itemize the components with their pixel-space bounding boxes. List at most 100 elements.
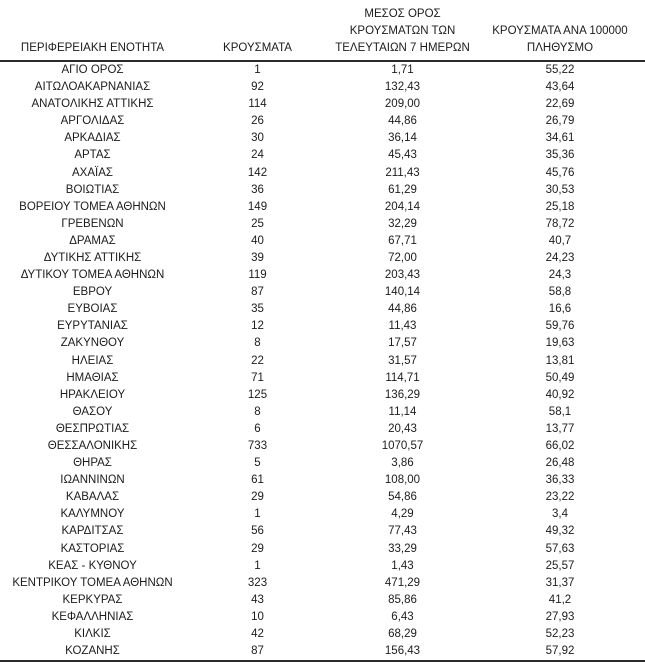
cases-cell: 10 — [251, 610, 264, 623]
region-cell: ΑΧΑΪΑΣ — [72, 166, 113, 179]
table-row: ΑΓΙΟ ΟΡΟΣ 1 1,71 55,22 — [0, 61, 645, 79]
cases-cell: 29 — [251, 491, 264, 504]
cases-cell: 1 — [254, 559, 261, 572]
table-row: ΘΕΣΣΑΛΟΝΙΚΗΣ 733 1070,57 66,02 — [0, 438, 645, 455]
cases-cell: 87 — [185, 643, 330, 663]
region-cell: ΔΥΤΙΚΗΣ ΑΤΤΙΚΗΣ — [43, 251, 142, 264]
cases-cell: 5 — [254, 457, 261, 470]
cases-cell: 61 — [251, 474, 264, 487]
table-row: ΚΑΒΑΛΑΣ 29 54,86 23,22 — [0, 489, 645, 506]
per-100k-cell: 13,81 — [545, 354, 575, 367]
table-row: ΚΑΛΥΜΝΟΥ 1 4,29 3,4 — [0, 506, 645, 523]
cases-cell: 36 — [251, 183, 264, 196]
avg-7day-cell: 85,86 — [388, 593, 417, 606]
table-row: ΙΩΑΝΝΙΝΩΝ 61 108,00 36,33 — [0, 472, 645, 489]
avg-7day-cell: 114,71 — [385, 371, 420, 384]
region-cell: ΘΗΡΑΣ — [73, 457, 112, 470]
cases-cell: 149 — [247, 200, 268, 213]
avg-7day-cell: 44,86 — [388, 303, 417, 316]
avg-7day-cell: 68,29 — [388, 628, 417, 641]
avg-7day-cell: 11,14 — [388, 405, 417, 418]
table-row: ΚΟΖΑΝΗΣ 87 156,43 57,92 — [0, 643, 645, 663]
region-cell: ΚΑΣΤΟΡΙΑΣ — [60, 542, 125, 555]
avg-7day-cell: 31,57 — [388, 354, 417, 367]
avg-7day-cell: 45,43 — [388, 149, 417, 162]
per-100k-cell: 45,76 — [545, 166, 575, 179]
region-cell: ΚΕΦΑΛΛΗΝΙΑΣ — [51, 610, 134, 623]
avg-7day-cell: 1,71 — [391, 64, 414, 76]
avg-7day-cell: 4,29 — [391, 508, 414, 521]
region-cell: ΘΕΣΠΡΩΤΙΑΣ — [55, 422, 130, 435]
table-row: ΑΡΓΟΛΙΔΑΣ 26 44,86 26,79 — [0, 113, 645, 130]
cases-cell: 1 — [254, 508, 261, 521]
table-row: ΚΕΡΚΥΡΑΣ 43 85,86 41,2 — [0, 592, 645, 609]
region-cell: ΗΡΑΚΛΕΙΟΥ — [59, 388, 126, 401]
region-cell: ΑΓΙΟ ΟΡΟΣ — [61, 64, 124, 76]
col-header-cases: ΚΡΟΥΣΜΑΤΑ — [185, 0, 330, 62]
avg-7day-cell: 20,43 — [388, 422, 417, 435]
table-row: ΚΕΦΑΛΛΗΝΙΑΣ 10 6,43 27,93 — [0, 609, 645, 626]
cases-cell: 1 — [254, 64, 261, 76]
avg-7day-cell: 44,86 — [388, 115, 417, 128]
avg-7day-cell: 1070,57 — [381, 440, 424, 453]
table-row: ΗΛΕΙΑΣ 22 31,57 13,81 — [0, 353, 645, 370]
cases-cell: 323 — [247, 576, 268, 589]
cases-cell: 35 — [251, 303, 264, 316]
cases-cell: 22 — [251, 354, 264, 367]
region-cell: ΚΕΡΚΥΡΑΣ — [62, 593, 123, 606]
avg-7day-cell: 471,29 — [384, 576, 421, 589]
region-cell: ΓΡΕΒΕΝΩΝ — [61, 217, 124, 230]
avg-7day-cell: 17,57 — [388, 337, 417, 350]
per-100k-cell: 25,18 — [545, 200, 575, 213]
table-row: ΘΕΣΠΡΩΤΙΑΣ 6 20,43 13,77 — [0, 421, 645, 438]
table-row: ΑΡΚΑΔΙΑΣ 30 36,14 34,61 — [0, 130, 645, 147]
table-row: ΚΕΝΤΡΙΚΟΥ ΤΟΜΕΑ ΑΘΗΝΩΝ 323 471,29 31,37 — [0, 575, 645, 592]
region-cell: ΕΒΡΟΥ — [72, 286, 113, 299]
avg-7day-cell: 67,71 — [388, 234, 417, 247]
per-100k-cell: 24,3 — [548, 269, 572, 282]
table-row: ΔΡΑΜΑΣ 40 67,71 40,7 — [0, 233, 645, 250]
table-row: ΗΡΑΚΛΕΙΟΥ 125 136,29 40,92 — [0, 387, 645, 404]
cases-cell: 142 — [247, 166, 268, 179]
per-100k-cell: 23,22 — [545, 491, 575, 504]
table-row: ΕΥΡΥΤΑΝΙΑΣ 12 11,43 59,76 — [0, 318, 645, 335]
per-100k-cell: 57,63 — [545, 542, 575, 555]
per-100k-cell: 19,63 — [545, 337, 575, 350]
per-100k-cell: 78,72 — [545, 217, 575, 230]
cases-cell: 8 — [254, 405, 261, 418]
avg-7day-cell: 204,14 — [384, 200, 421, 213]
region-cell: ΚΑΒΑΛΑΣ — [65, 491, 120, 504]
per-100k-cell: 16,6 — [548, 303, 572, 316]
region-cell: ΙΩΑΝΝΙΝΩΝ — [60, 474, 125, 487]
cases-cell: 56 — [251, 525, 264, 538]
region-cell: ΚΙΛΚΙΣ — [74, 628, 111, 641]
region-cell: ΘΑΣΟΥ — [72, 405, 113, 418]
table-row: ΔΥΤΙΚΗΣ ΑΤΤΙΚΗΣ 39 72,00 24,23 — [0, 250, 645, 267]
per-100k-cell: 59,76 — [545, 320, 575, 333]
cases-cell: 6 — [254, 422, 261, 435]
table-row: ΑΡΤΑΣ 24 45,43 35,36 — [0, 147, 645, 164]
avg-7day-cell: 136,29 — [384, 388, 421, 401]
region-cell: ΚΕΝΤΡΙΚΟΥ ΤΟΜΕΑ ΑΘΗΝΩΝ — [12, 576, 173, 589]
table-header-row: ΠΕΡΙΦΕΡΕΙΑΚΗ ΕΝΟΤΗΤΑ ΚΡΟΥΣΜΑΤΑ ΜΕΣΟΣ ΟΡΟ… — [0, 0, 645, 62]
cases-cell: 92 — [251, 81, 264, 94]
avg-7day-cell: 108,00 — [384, 474, 421, 487]
avg-7day-cell: 209,00 — [384, 98, 421, 111]
table-row: ΒΟΡΕΙΟΥ ΤΟΜΕΑ ΑΘΗΝΩΝ 149 204,14 25,18 — [0, 199, 645, 216]
cases-cell: 26 — [251, 115, 264, 128]
per-100k-cell: 50,49 — [545, 371, 575, 384]
avg-7day-cell: 6,43 — [391, 610, 414, 623]
per-100k-cell: 31,37 — [545, 576, 575, 589]
region-cell: ΒΟΙΩΤΙΑΣ — [65, 183, 120, 196]
cases-cell: 40 — [251, 234, 264, 247]
table-row: ΗΜΑΘΙΑΣ 71 114,71 50,49 — [0, 370, 645, 387]
col-header-regional-unit: ΠΕΡΙΦΕΡΕΙΑΚΗ ΕΝΟΤΗΤΑ — [0, 0, 185, 62]
region-cell: ΕΥΒΟΙΑΣ — [67, 303, 118, 316]
per-100k-cell: 24,23 — [545, 251, 575, 264]
region-cell: ΑΡΤΑΣ — [74, 149, 111, 162]
cases-cell: 29 — [251, 542, 264, 555]
table-row: ΖΑΚΥΝΘΟΥ 8 17,57 19,63 — [0, 335, 645, 352]
per-100k-cell: 36,33 — [545, 474, 575, 487]
table-row: ΚΑΣΤΟΡΙΑΣ 29 33,29 57,63 — [0, 541, 645, 558]
